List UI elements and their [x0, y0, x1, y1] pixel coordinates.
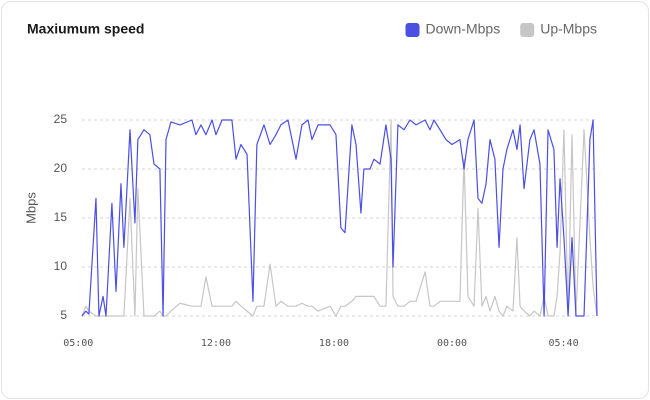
x-tick: 18:00 [319, 338, 349, 349]
chart-title: Maxiumum speed [27, 21, 144, 37]
series-line [81, 119, 598, 317]
legend-item: Up-Mbps [520, 21, 597, 37]
y-tick-label: 25 [54, 112, 68, 126]
y-tick-label: 20 [54, 161, 68, 175]
x-tick-label: 12:00 [201, 338, 231, 349]
x-tick: 00:00 [437, 338, 467, 349]
series-line [81, 119, 598, 317]
x-tick: 05:40 [549, 338, 579, 349]
legend-label: Up-Mbps [540, 21, 597, 37]
y-tick-label: 10 [54, 259, 68, 273]
x-tick-label: 05:00 [63, 338, 93, 349]
legend-swatch [520, 23, 535, 37]
y-axis-label: Mbps [23, 192, 38, 224]
legend-item: Down-Mbps [405, 21, 501, 37]
y-tick-label: 5 [60, 308, 67, 322]
legend-label: Down-Mbps [426, 21, 501, 37]
x-tick: 12:00 [201, 338, 231, 349]
y-tick-label: 15 [54, 210, 68, 224]
x-tick: 05:00 [63, 338, 93, 349]
x-tick-label: 00:00 [437, 338, 467, 349]
x-tick-label: 18:00 [319, 338, 349, 349]
x-tick-label: 05:40 [549, 338, 579, 349]
legend-swatch [405, 23, 420, 37]
